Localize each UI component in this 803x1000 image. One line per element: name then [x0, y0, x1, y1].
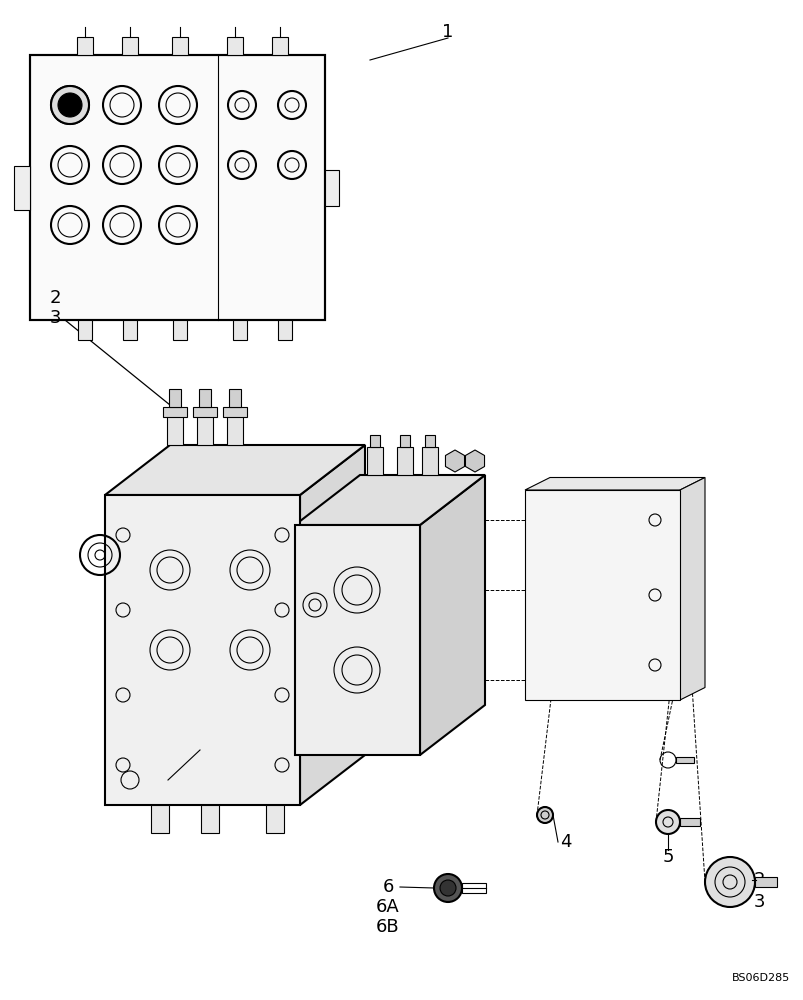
Bar	[77, 37, 93, 55]
Bar	[122, 37, 138, 55]
Polygon shape	[295, 475, 484, 525]
Text: 2: 2	[752, 871, 764, 889]
Circle shape	[51, 86, 89, 124]
Bar	[30, 55, 324, 320]
Text: 5: 5	[662, 848, 673, 866]
Bar	[222, 407, 247, 417]
Text: 6B: 6B	[376, 918, 399, 936]
Circle shape	[58, 93, 82, 117]
Bar	[123, 320, 137, 340]
Polygon shape	[419, 475, 484, 755]
Text: 4: 4	[560, 833, 571, 851]
Bar	[172, 37, 188, 55]
Circle shape	[655, 810, 679, 834]
Bar	[197, 413, 213, 445]
Bar	[173, 320, 187, 340]
Bar	[226, 413, 243, 445]
Circle shape	[434, 874, 462, 902]
Bar	[675, 757, 693, 763]
Bar	[422, 447, 438, 475]
Text: 6A: 6A	[376, 898, 399, 916]
Bar	[105, 495, 300, 805]
Bar	[226, 37, 243, 55]
Bar	[14, 166, 30, 210]
Bar	[266, 805, 283, 833]
Polygon shape	[105, 445, 365, 495]
Text: BS06D285: BS06D285	[731, 973, 789, 983]
Polygon shape	[445, 450, 464, 472]
Bar	[754, 877, 776, 887]
Text: 2: 2	[49, 289, 61, 307]
Polygon shape	[300, 445, 365, 805]
Bar	[679, 818, 699, 826]
Bar	[278, 320, 291, 340]
Bar	[151, 805, 169, 833]
Bar	[167, 413, 183, 445]
Bar	[193, 407, 217, 417]
Bar	[199, 389, 210, 407]
Bar	[271, 37, 287, 55]
Polygon shape	[679, 478, 704, 700]
Bar	[78, 320, 92, 340]
Bar	[233, 320, 247, 340]
Bar	[397, 447, 413, 475]
Bar	[366, 447, 382, 475]
Bar	[229, 389, 241, 407]
Bar	[324, 170, 339, 206]
Bar	[30, 55, 324, 320]
Bar	[369, 435, 380, 447]
Bar	[400, 435, 410, 447]
Circle shape	[704, 857, 754, 907]
Bar	[295, 525, 419, 755]
Polygon shape	[465, 450, 484, 472]
Polygon shape	[524, 478, 704, 490]
Text: 1: 1	[442, 23, 453, 41]
Circle shape	[439, 880, 455, 896]
Bar	[524, 490, 679, 700]
Text: 6: 6	[382, 878, 393, 896]
Bar	[163, 407, 187, 417]
Text: 1: 1	[144, 773, 156, 791]
Text: 3: 3	[49, 309, 61, 327]
Bar	[462, 883, 485, 893]
Bar	[425, 435, 434, 447]
Bar	[169, 389, 181, 407]
Text: 3: 3	[752, 893, 764, 911]
Bar	[201, 805, 218, 833]
Circle shape	[536, 807, 552, 823]
